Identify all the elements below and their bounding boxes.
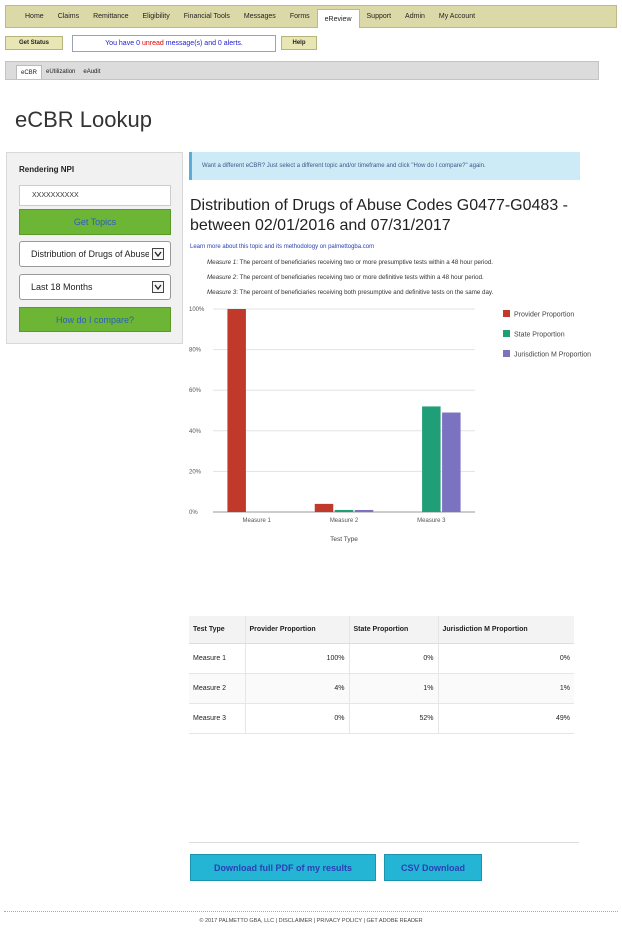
csv-download-button[interactable]: CSV Download <box>384 854 482 881</box>
page-title: eCBR Lookup <box>15 107 152 132</box>
table-row: Measure 2 4% 1% 1% <box>189 673 574 704</box>
table-cell: 0% <box>437 643 574 674</box>
measure-note-2: Measure 2: The percent of beneficiaries … <box>207 274 484 281</box>
get-topics-button[interactable]: Get Topics <box>19 209 171 235</box>
unread-link[interactable]: unread <box>142 40 164 47</box>
footer: © 2017 PALMETTO GBA, LLC | DISCLAIMER | … <box>199 918 423 924</box>
measure-note-text: : The percent of beneficiaries receiving… <box>236 259 494 266</box>
legend-label: Provider Proportion <box>514 312 574 319</box>
table-cell: 1% <box>348 673 438 704</box>
lookup-panel: Rendering NPI Get Topics Distribution of… <box>6 152 183 344</box>
table-cell: Measure 1 <box>189 643 245 674</box>
message-prefix: You have <box>105 40 135 47</box>
y-tick-label: 40% <box>189 429 202 435</box>
timeframe-select[interactable]: Last 18 Months <box>19 274 171 300</box>
nav-forms[interactable]: Forms <box>289 13 310 20</box>
column-header: Provider Proportion <box>244 616 349 644</box>
x-axis-title: Test Type <box>330 536 358 543</box>
nav-remittance[interactable]: Remittance <box>93 13 129 20</box>
legend-swatch <box>503 330 510 337</box>
bar-chart: 0% 20% 40% 60% 80% 100% Measure 1 Measure 2 Meas… <box>189 307 591 543</box>
legend-swatch <box>503 310 510 317</box>
how-do-i-compare-button[interactable]: How do I compare? <box>19 307 171 332</box>
y-tick-label: 80% <box>189 348 202 354</box>
bar-1-1 <box>227 309 246 512</box>
column-header: Jurisdiction M Proportion <box>437 616 574 644</box>
measure-note-text: : The percent of beneficiaries receiving… <box>236 289 494 296</box>
tab-eaudit[interactable]: eAudit <box>83 69 101 75</box>
legend-swatch <box>503 350 510 357</box>
rendering-npi-label: Rendering NPI <box>19 165 75 174</box>
info-banner: Want a different eCBR? Just select a dif… <box>189 152 580 180</box>
nav-eligibility[interactable]: Eligibility <box>142 13 170 20</box>
nav-home[interactable]: Home <box>25 13 44 20</box>
bar-2-3 <box>422 406 441 512</box>
tab-eutilization[interactable]: eUtilization <box>46 69 76 75</box>
download-pdf-button[interactable]: Download full PDF of my results <box>190 854 376 881</box>
measure-note-1: Measure 1: The percent of beneficiaries … <box>207 259 493 266</box>
table-row: Measure 1 100% 0% 0% <box>189 643 574 674</box>
table-header-row: Test Type Provider Proportion State Prop… <box>189 616 574 644</box>
nav-messages[interactable]: Messages <box>243 13 276 20</box>
report-title: Distribution of Drugs of Abuse Codes G04… <box>190 197 568 234</box>
y-tick-label: 0% <box>189 510 198 516</box>
y-tick-label: 20% <box>189 469 202 475</box>
results-table: Test Type Provider Proportion State Prop… <box>189 616 574 734</box>
legend-label: State Proportion <box>514 332 565 339</box>
x-tick-label: Measure 2 <box>330 518 359 524</box>
table-cell: 100% <box>244 643 349 674</box>
table-cell: 0% <box>348 643 438 674</box>
measure-note-text: : The percent of beneficiaries receiving… <box>236 274 484 281</box>
bar-2-2 <box>334 509 354 512</box>
help-button[interactable]: Help <box>281 36 317 50</box>
nav-financial-tools[interactable]: Financial Tools <box>183 13 230 20</box>
x-tick-label: Measure 1 <box>242 518 271 524</box>
nav-admin[interactable]: Admin <box>405 13 425 20</box>
y-tick-label: 60% <box>189 388 202 394</box>
get-status-button[interactable]: Get Status <box>5 36 63 50</box>
nav-ereview[interactable]: eReview <box>316 9 360 28</box>
chevron-down-icon <box>152 281 164 293</box>
table-cell: Measure 2 <box>189 673 245 704</box>
measure-note-label: Measure 1 <box>207 259 237 266</box>
top-nav: Home Claims Remittance Eligibility Finan… <box>5 5 617 28</box>
nav-support[interactable]: Support <box>366 13 392 20</box>
footer-divider <box>4 911 618 912</box>
table-cell: 49% <box>437 703 574 734</box>
y-tick-label: 100% <box>189 307 205 313</box>
measure-note-label: Measure 2 <box>207 274 237 281</box>
legend-label: Jurisdiction M Proportion <box>514 352 591 359</box>
bar-3-2 <box>354 509 374 512</box>
divider <box>189 842 579 843</box>
unread-count: 0 <box>136 40 140 47</box>
nav-my-account[interactable]: My Account <box>438 13 476 20</box>
measure-note-3: Measure 3: The percent of beneficiaries … <box>207 289 493 296</box>
message-suffix: message(s) and 0 alerts. <box>165 40 243 47</box>
table-cell: 52% <box>348 703 438 734</box>
measure-note-label: Measure 3 <box>207 289 237 296</box>
topic-select-value: Distribution of Drugs of Abuse <box>31 249 149 259</box>
status-row: Get Status You have 0 unread message(s) … <box>5 35 617 52</box>
sub-tabs: eCBR eUtilization eAudit <box>5 61 599 80</box>
topic-select[interactable]: Distribution of Drugs of Abuse <box>19 241 171 267</box>
message-status: You have 0 unread message(s) and 0 alert… <box>72 35 276 52</box>
table-cell: 0% <box>244 703 349 734</box>
learn-more-link[interactable]: Learn more about this topic and its meth… <box>190 244 375 250</box>
chevron-down-icon <box>152 248 164 260</box>
nav-claims[interactable]: Claims <box>57 13 80 20</box>
table-row: Measure 3 0% 52% 49% <box>189 703 574 734</box>
column-header: State Proportion <box>348 616 438 644</box>
table-cell: 1% <box>437 673 574 704</box>
table-cell: Measure 3 <box>189 703 245 734</box>
tab-ecbr[interactable]: eCBR <box>16 65 43 79</box>
bar-3-3 <box>442 412 461 512</box>
column-header: Test Type <box>189 616 245 644</box>
bar-1-2 <box>314 503 334 512</box>
x-tick-label: Measure 3 <box>417 518 446 524</box>
npi-input[interactable] <box>19 185 171 206</box>
table-cell: 4% <box>244 673 349 704</box>
timeframe-select-value: Last 18 Months <box>31 282 93 292</box>
